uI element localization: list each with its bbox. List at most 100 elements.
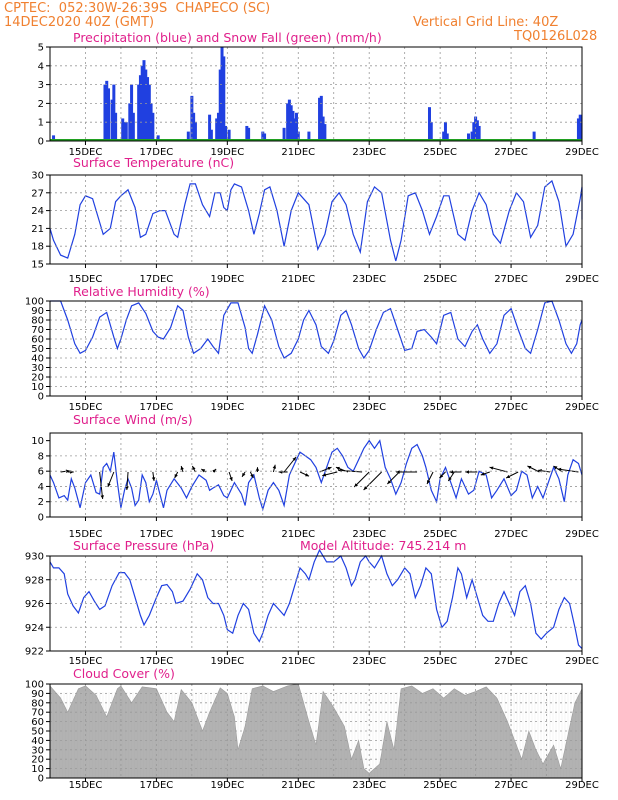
y-tick-label: 27 [31,188,44,199]
precip-bar [224,125,228,141]
x-tick-label: 29DEC [565,529,599,540]
precip-bar [52,135,56,141]
y-tick-label: 24 [31,206,44,217]
x-tick-label: 29DEC [565,780,599,791]
precip-bar [144,69,148,141]
precip-bar [128,103,132,141]
x-tick-label: 27DEC [494,529,528,540]
panel-frame [49,300,583,397]
y-tick-label: 60 [31,717,44,728]
panel-3: 0 2 4 6 8 10 15DEC 17DEC 19DEC 21DEC 23DEC 25DEC 27D… [31,412,599,540]
wind-arrow-head [65,469,70,474]
precip-bar [122,122,126,141]
y-tick-label: 18 [31,242,44,253]
x-tick-label: 29DEC [565,274,599,285]
precip-bar [142,60,146,141]
precip-bar [105,80,109,141]
wind-arrow-head [180,466,184,470]
precip-bar [321,116,325,141]
series-line [49,179,583,262]
y-tick-label: 0 [38,392,44,403]
precip-bar [318,97,322,141]
y-tick-label: 924 [25,623,44,634]
x-tick-label: 27DEC [494,274,528,285]
x-tick-label: 15DEC [69,402,103,413]
wind-arrow-head [387,480,392,484]
wind-arrow-head [506,474,511,478]
x-tick-label: 27DEC [494,147,528,158]
precip-bar [307,131,311,141]
precip-bar [131,112,135,141]
panel-frame [49,432,583,518]
y-tick-label: 20 [31,755,44,766]
panel-title: Relative Humidity (%) [73,284,210,299]
panel-frame [49,46,583,142]
y-tick-label: 70 [31,325,44,336]
x-tick-label: 21DEC [281,402,315,413]
precip-bar [110,99,114,141]
x-tick-label: 23DEC [352,274,386,285]
wind-arrow [363,471,382,491]
precip-bar [442,131,446,141]
precip-bar [445,133,449,141]
y-tick-label: 10 [31,382,44,393]
wind-arrow-head [201,469,206,473]
y-tick-label: 2 [38,497,44,508]
panel-title: Precipitation (blue) and Snow Fall (gree… [73,30,382,45]
precip-bar [263,133,267,141]
y-tick-label: 30 [31,363,44,374]
precip-bar [470,131,474,141]
precip-bar [146,77,150,141]
precip-bar [247,127,251,141]
x-tick-label: 29DEC [565,402,599,413]
precip-bar [293,118,297,141]
wind-arrow-head [538,469,542,473]
header-date: 14DEC2020 40Z (GMT) [4,15,155,30]
x-tick-label: 19DEC [210,780,244,791]
y-tick-label: 20 [31,373,44,384]
wind-arrow-head [212,469,217,473]
panel-0: 0 1 2 3 4 5 15DEC 17DEC 19DEC 21DEC 23DEC 25DEC 27DE… [38,30,599,158]
wind-arrow-head [272,464,277,469]
precip-bar [114,112,118,141]
wind-arrow-head [174,474,178,478]
wind-arrow-head [192,466,196,470]
x-tick-label: 19DEC [210,147,244,158]
y-tick-label: 8 [38,451,44,462]
y-tick-label: 70 [31,708,44,719]
y-tick-label: 80 [31,316,44,327]
x-tick-label: 19DEC [210,529,244,540]
x-tick-label: 27DEC [494,656,528,667]
precip-bar [124,122,128,141]
y-tick-label: 60 [31,335,44,346]
y-tick-label: 930 [25,552,44,563]
y-tick-label: 3 [38,80,44,91]
wind-arrow-head [527,466,532,470]
panel-frame [49,683,583,779]
y-tick-label: 30 [31,745,44,756]
x-tick-label: 19DEC [210,274,244,285]
x-tick-label: 25DEC [423,402,457,413]
y-tick-label: 40 [31,354,44,365]
y-tick-label: 922 [25,647,44,658]
precip-bar [220,47,224,141]
y-tick-label: 4 [38,482,44,493]
x-tick-label: 25DEC [423,656,457,667]
panel-bg [50,433,582,517]
precip-bar [216,112,220,141]
wind-arrow-head [125,486,129,490]
header-grid-note: Vertical Grid Line: 40Z [413,15,559,30]
panel-title: Surface Pressure (hPa) [73,538,214,553]
precip-bar [261,131,265,141]
y-tick-label: 90 [31,306,44,317]
x-tick-label: 23DEC [352,402,386,413]
wind-arrow-head [305,473,310,477]
panel-4: 922 924 926 928 930 15DEC 17DEC 19DEC 21DEC 23DEC… [25,538,599,667]
wind-arrow-head [327,466,332,471]
x-tick-label: 17DEC [140,656,174,667]
x-tick-label: 29DEC [565,147,599,158]
wind-arrow-head [242,472,246,477]
precip-bar [218,69,222,141]
y-tick-label: 80 [31,698,44,709]
precip-bar [429,122,433,141]
